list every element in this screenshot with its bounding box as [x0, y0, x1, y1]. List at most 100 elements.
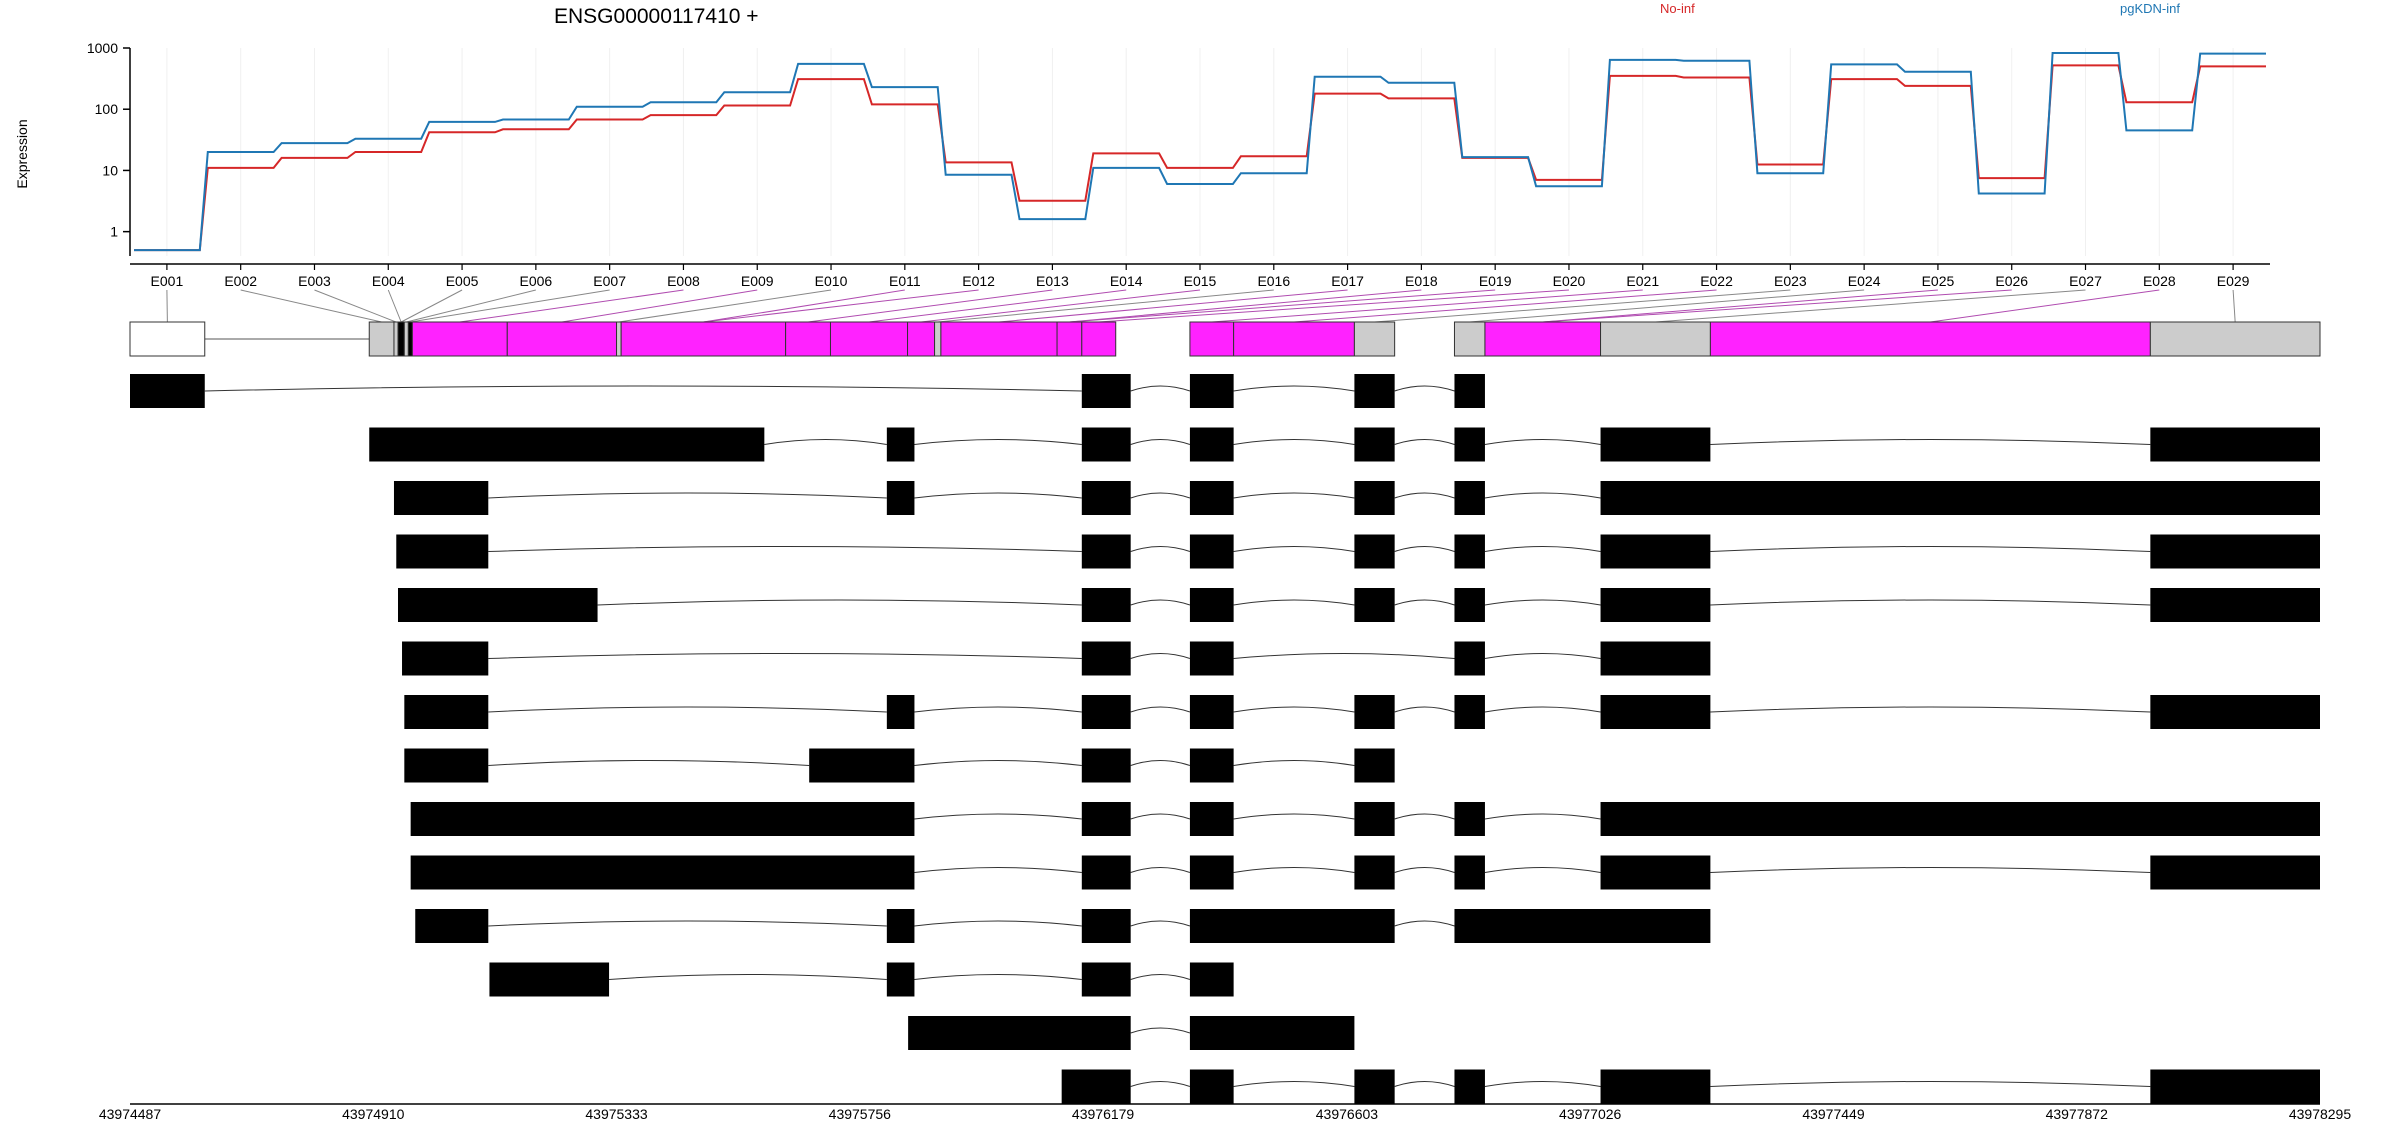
- x-tick-label: E012: [962, 273, 995, 289]
- transcript-exon: [1190, 695, 1234, 729]
- x-tick-label: E011: [889, 273, 921, 289]
- transcript-intron: [1485, 654, 1601, 659]
- genomic-tick-label: 43976179: [1072, 1106, 1135, 1120]
- transcript-exon: [411, 856, 915, 890]
- transcript-intron: [1395, 814, 1455, 819]
- transcript-intron: [1710, 1082, 2150, 1087]
- transcript-exon: [1082, 749, 1131, 783]
- transcript-exon: [2150, 588, 2320, 622]
- transcript-intron: [914, 868, 1081, 873]
- transcript-exon: [1454, 909, 1710, 943]
- transcript-intron: [1131, 493, 1190, 498]
- transcript-exon: [402, 642, 488, 676]
- transcript-exon: [1354, 802, 1394, 836]
- transcript-intron: [1485, 493, 1601, 498]
- transcript-intron: [1234, 386, 1355, 391]
- exon-connector: [410, 290, 609, 322]
- genomic-tick-label: 43976603: [1316, 1106, 1379, 1120]
- transcript-intron: [1131, 761, 1190, 766]
- transcript-exon: [1354, 588, 1394, 622]
- transcript-exon: [489, 963, 609, 997]
- exon-connector: [2233, 290, 2235, 322]
- transcript-intron: [1234, 493, 1355, 498]
- transcript-intron: [1131, 1028, 1190, 1033]
- transcript-intron: [1485, 440, 1601, 445]
- transcript-exon: [1190, 1070, 1234, 1104]
- transcript-exon: [1082, 642, 1131, 676]
- transcript-intron: [1485, 814, 1601, 819]
- transcript-exon: [1601, 802, 2320, 836]
- genomic-tick-label: 43978295: [2289, 1106, 2352, 1120]
- exon-bin: [404, 322, 408, 356]
- legend-pgkdn-inf: pgKDN-inf: [2120, 1, 2180, 16]
- transcript-exon: [1601, 1070, 1711, 1104]
- transcript-exon: [1082, 802, 1131, 836]
- transcript-exon: [1601, 428, 1711, 462]
- exon-connector: [1069, 290, 1421, 322]
- transcript-intron: [1710, 707, 2150, 712]
- transcript-intron: [609, 975, 887, 980]
- exon-bin: [1354, 322, 1394, 356]
- legend-no-inf: No-inf: [1660, 1, 1695, 16]
- exon-bin: [1190, 322, 1234, 356]
- transcript-exon: [1082, 909, 1131, 943]
- transcript-intron: [1485, 868, 1601, 873]
- exon-bin: [2150, 322, 2320, 356]
- transcript-exon: [1082, 481, 1131, 515]
- transcript-intron: [205, 386, 1082, 391]
- transcript-exon: [1454, 802, 1484, 836]
- transcript-intron: [1131, 547, 1190, 552]
- transcript-intron: [1234, 761, 1355, 766]
- transcript-intron: [1131, 654, 1190, 659]
- exon-bin: [394, 322, 398, 356]
- transcript-exon: [1354, 856, 1394, 890]
- genomic-tick-label: 43975756: [829, 1106, 892, 1120]
- transcript-exon: [1082, 535, 1131, 569]
- exon-bin: [1454, 322, 1484, 356]
- transcript-exon: [1454, 1070, 1484, 1104]
- exon-connector: [241, 290, 382, 322]
- transcript-exon: [1454, 428, 1484, 462]
- transcript-exon: [1082, 856, 1131, 890]
- transcript-intron: [1485, 707, 1601, 712]
- transcript-exon: [1601, 695, 1711, 729]
- exon-bin: [408, 322, 412, 356]
- transcript-intron: [488, 921, 887, 926]
- transcript-intron: [914, 975, 1081, 980]
- x-tick-label: E013: [1036, 273, 1069, 289]
- exon-connector: [703, 290, 904, 322]
- exon-bin: [1082, 322, 1116, 356]
- transcript-intron: [1131, 600, 1190, 605]
- transcript-intron: [1395, 386, 1455, 391]
- y-axis-label: Expression: [14, 119, 30, 188]
- transcript-intron: [1131, 975, 1190, 980]
- transcript-exon: [1354, 481, 1394, 515]
- transcript-intron: [488, 707, 887, 712]
- exon-bin: [935, 322, 941, 356]
- x-tick-label: E007: [593, 273, 626, 289]
- transcript-intron: [1234, 707, 1355, 712]
- exon-connector: [921, 290, 1200, 322]
- transcript-intron: [764, 440, 887, 445]
- transcript-intron: [1234, 440, 1355, 445]
- transcript-intron: [1395, 1082, 1455, 1087]
- transcript-exon: [1354, 695, 1394, 729]
- transcript-exon: [1190, 642, 1234, 676]
- exon-bin: [130, 322, 205, 356]
- x-tick-label: E006: [520, 273, 553, 289]
- transcript-exon: [2150, 856, 2320, 890]
- transcript-exon: [398, 588, 598, 622]
- transcript-intron: [1234, 868, 1355, 873]
- x-tick-label: E020: [1553, 273, 1586, 289]
- exon-connector: [401, 290, 462, 322]
- transcript-exon: [411, 802, 915, 836]
- transcript-exon: [1190, 963, 1234, 997]
- transcript-exon: [1190, 856, 1234, 890]
- exon-bin: [412, 322, 507, 356]
- transcript-exon: [1601, 588, 1711, 622]
- x-tick-label: E003: [298, 273, 331, 289]
- x-tick-label: E025: [1922, 273, 1955, 289]
- transcript-exon: [1190, 749, 1234, 783]
- transcript-intron: [1395, 600, 1455, 605]
